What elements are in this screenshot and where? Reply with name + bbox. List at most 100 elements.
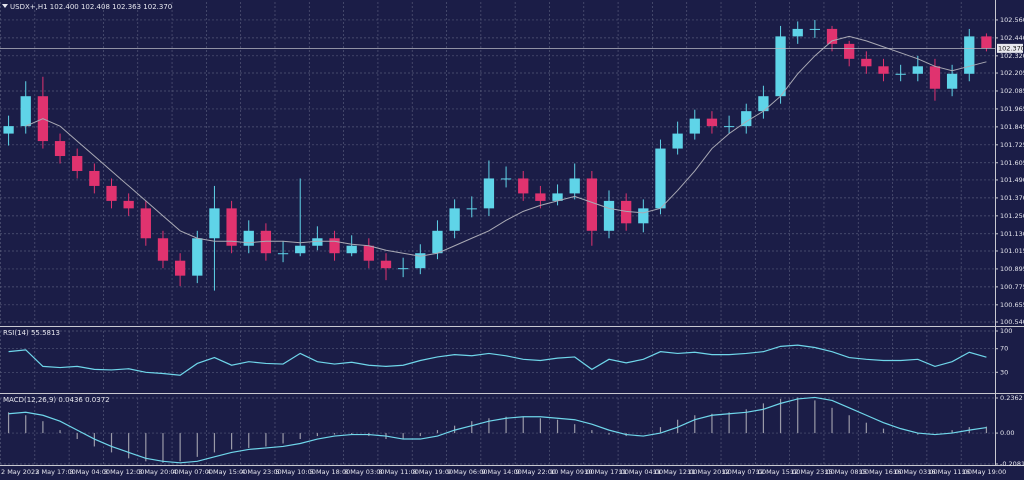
candle-body — [415, 253, 426, 269]
candle-body — [346, 245, 357, 254]
x-tick-label: 15 May 16:00 — [859, 468, 904, 476]
candle-body — [895, 73, 906, 75]
x-tick-label: 2 May 2023 — [1, 468, 39, 476]
y-tick-label: 101.370 — [1000, 194, 1024, 202]
candle-body — [655, 148, 666, 209]
x-tick-label: 4 May 07:00 — [173, 468, 213, 476]
last-price-box — [997, 43, 1023, 53]
candle-body — [277, 253, 289, 255]
candle-body — [192, 238, 203, 276]
y-tick-label: 30 — [1000, 368, 1008, 376]
x-tick-label: 9 May 22:00 — [516, 468, 556, 476]
x-tick-label: 8 May 03:00 — [344, 468, 384, 476]
x-tick-label: 3 May 12:00 — [104, 468, 144, 476]
y-tick-label: 100.540 — [1000, 318, 1024, 326]
candle-body — [929, 66, 941, 89]
candle-body — [826, 28, 838, 44]
x-tick-label: 3 May 20:00 — [138, 468, 178, 476]
x-tick-label: 11 May 04:00 — [619, 468, 664, 476]
panel-title: USDX+,H1 102.400 102.408 102.363 102.370 — [10, 3, 172, 11]
y-tick-label: 102.085 — [1000, 87, 1024, 95]
candle-body — [672, 133, 683, 149]
x-tick-label: 11 May 12:00 — [653, 468, 698, 476]
y-tick-label: 102.560 — [1000, 16, 1024, 24]
candle-body — [72, 156, 83, 171]
x-tick-label: 8 May 19:00 — [413, 468, 453, 476]
y-tick-label: 100.895 — [1000, 265, 1024, 273]
candle-body — [706, 118, 718, 127]
x-tick-label: 12 May 07:00 — [722, 468, 767, 476]
candle-body — [621, 200, 632, 224]
candle-body — [123, 200, 134, 209]
x-tick-label: 15 May 08:00 — [824, 468, 869, 476]
candle-body — [861, 58, 872, 67]
candle-body — [329, 238, 340, 254]
candle-body — [363, 245, 374, 261]
title-icon — [2, 4, 8, 8]
candle-body — [89, 170, 100, 186]
candle-body — [586, 178, 597, 231]
y-tick-label: 101.605 — [1000, 159, 1024, 167]
candle-body — [792, 28, 803, 37]
candle-body — [844, 43, 855, 59]
candle-body — [398, 268, 409, 270]
candle-body — [723, 126, 735, 128]
candle-body — [946, 73, 958, 89]
candle-body — [638, 208, 649, 224]
candle-body — [689, 118, 700, 134]
x-tick-label: 16 May 03:00 — [893, 468, 938, 476]
x-tick-label: 10 May 09:00 — [550, 468, 595, 476]
x-tick-label: 11 May 20:00 — [687, 468, 732, 476]
candle-body — [535, 193, 546, 201]
candle-body — [569, 178, 580, 194]
candle-body — [226, 208, 237, 246]
candle-body — [466, 208, 477, 210]
panel-title: MACD(12,26,9) 0.0436 0.0372 — [3, 396, 110, 404]
y-tick-label: 70 — [1000, 345, 1008, 353]
y-tick-label: 101.130 — [1000, 230, 1024, 238]
moving-average-line — [25, 35, 987, 257]
x-tick-label: 8 May 11:00 — [378, 468, 418, 476]
candle-body — [518, 178, 529, 194]
panel-title: RSI(14) 55.5813 — [3, 329, 60, 337]
candle-body — [106, 185, 117, 201]
last-price-label: 102.370 — [998, 44, 1024, 52]
candle-body — [260, 230, 272, 254]
candle-body — [157, 238, 169, 261]
y-tick-label: 101.725 — [1000, 141, 1024, 149]
candle-body — [758, 96, 769, 112]
candle-body — [912, 66, 923, 74]
candle-body — [174, 260, 186, 276]
candle-body — [380, 260, 392, 269]
y-tick-label: 100 — [1000, 327, 1012, 335]
x-tick-label: 2 May 17:00 — [35, 468, 75, 476]
y-tick-label: 102.440 — [1000, 34, 1024, 42]
candle-body — [54, 141, 66, 157]
x-tick-label: 5 May 10:00 — [275, 468, 315, 476]
candle-body — [483, 178, 495, 209]
candle-body — [741, 111, 752, 127]
y-tick-label: 100.655 — [1000, 301, 1024, 309]
candle-body — [20, 96, 31, 127]
x-tick-label: 4 May 23:00 — [241, 468, 281, 476]
x-tick-label: 12 May 23:00 — [790, 468, 835, 476]
y-tick-label: 101.015 — [1000, 247, 1024, 255]
y-tick-label: 101.490 — [1000, 176, 1024, 184]
x-tick-label: 16 May 11:00 — [927, 468, 972, 476]
candle-body — [3, 126, 14, 134]
y-tick-label: 0.00 — [1000, 429, 1014, 437]
candle-body — [552, 193, 563, 201]
x-tick-label: 5 May 18:00 — [310, 468, 350, 476]
macd-signal-line — [8, 396, 987, 464]
candle-body — [295, 245, 306, 254]
x-tick-label: 16 May 19:00 — [962, 468, 1007, 476]
x-tick-label: 9 May 06:00 — [447, 468, 487, 476]
x-tick-label: 9 May 14:00 — [481, 468, 521, 476]
candle-body — [500, 178, 512, 180]
y-tick-label: 0.2362 — [1000, 394, 1023, 402]
x-tick-label: 3 May 04:00 — [70, 468, 110, 476]
candle-body — [809, 28, 821, 30]
y-tick-label: 102.320 — [1000, 52, 1024, 60]
